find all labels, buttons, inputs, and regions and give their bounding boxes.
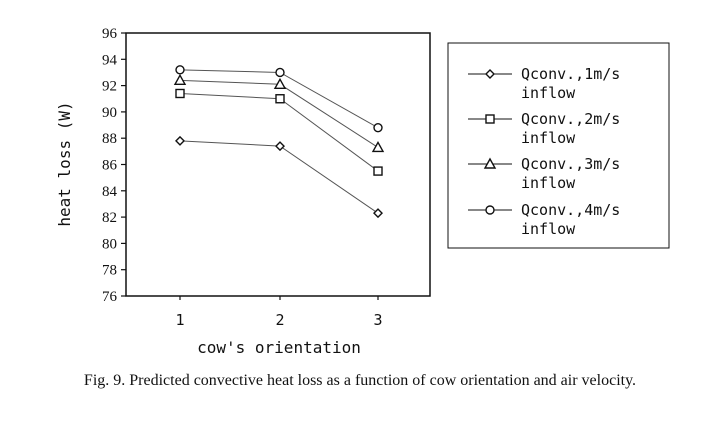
data-point: [175, 88, 185, 99]
y-tick-label: 96: [102, 26, 118, 42]
legend-marker: [485, 205, 495, 215]
legend-label: Qconv.,3m/s: [521, 155, 620, 173]
legend-marker: [483, 157, 497, 169]
data-point: [373, 122, 383, 133]
legend-label: Qconv.,4m/s: [521, 201, 620, 219]
y-tick-label: 92: [102, 79, 117, 95]
x-tick-label: 1: [175, 311, 184, 329]
y-tick-label: 88: [102, 131, 117, 147]
data-point: [275, 67, 285, 78]
y-tick-label: 76: [102, 289, 118, 305]
series-line: [179, 79, 379, 148]
y-axis-label: heat loss (W): [55, 101, 74, 226]
data-point: [373, 208, 383, 219]
y-axis: 96 94 92 90 88 86 84 82 80 78 76: [102, 26, 126, 305]
data-point: [275, 141, 285, 152]
data-point: [175, 135, 185, 146]
legend-marker: [485, 114, 495, 124]
legend-label: Qconv.,1m/s: [521, 65, 620, 83]
x-tick-label: 2: [275, 311, 284, 329]
data-point: [275, 94, 285, 104]
series-2: [175, 88, 383, 176]
data-point: [371, 140, 385, 153]
series-1: [175, 135, 383, 219]
series-3: [173, 73, 385, 153]
y-tick-label: 78: [102, 263, 117, 279]
y-tick-label: 82: [102, 210, 117, 226]
y-tick-label: 94: [102, 52, 118, 68]
y-tick-label: 90: [102, 105, 117, 121]
legend-marker: [485, 69, 495, 79]
series-4: [175, 65, 383, 133]
figure-caption: Fig. 9. Predicted convective heat loss a…: [83, 372, 637, 389]
series-line: [179, 140, 379, 214]
y-tick-label: 86: [102, 158, 118, 174]
data-point: [273, 77, 287, 89]
data-point: [175, 65, 185, 75]
x-axis-label: cow's orientation: [197, 338, 361, 357]
legend-label: inflow: [521, 129, 576, 147]
data-point: [373, 166, 383, 176]
data-point: [173, 73, 187, 86]
legend-label: Qconv.,2m/s: [521, 110, 620, 128]
x-tick-label: 3: [373, 311, 382, 329]
legend-label: inflow: [521, 84, 576, 102]
series-line: [179, 92, 379, 172]
y-tick-label: 80: [102, 236, 117, 252]
y-tick-label: 84: [102, 184, 118, 200]
legend-label: inflow: [521, 220, 576, 238]
series-layer: [173, 65, 385, 219]
legend-label: inflow: [521, 174, 576, 192]
x-axis: 1 2 3: [175, 296, 383, 329]
legend: Qconv.,1m/sinflowQconv.,2m/sinflowQconv.…: [468, 65, 620, 238]
legend-box: [447, 42, 670, 249]
